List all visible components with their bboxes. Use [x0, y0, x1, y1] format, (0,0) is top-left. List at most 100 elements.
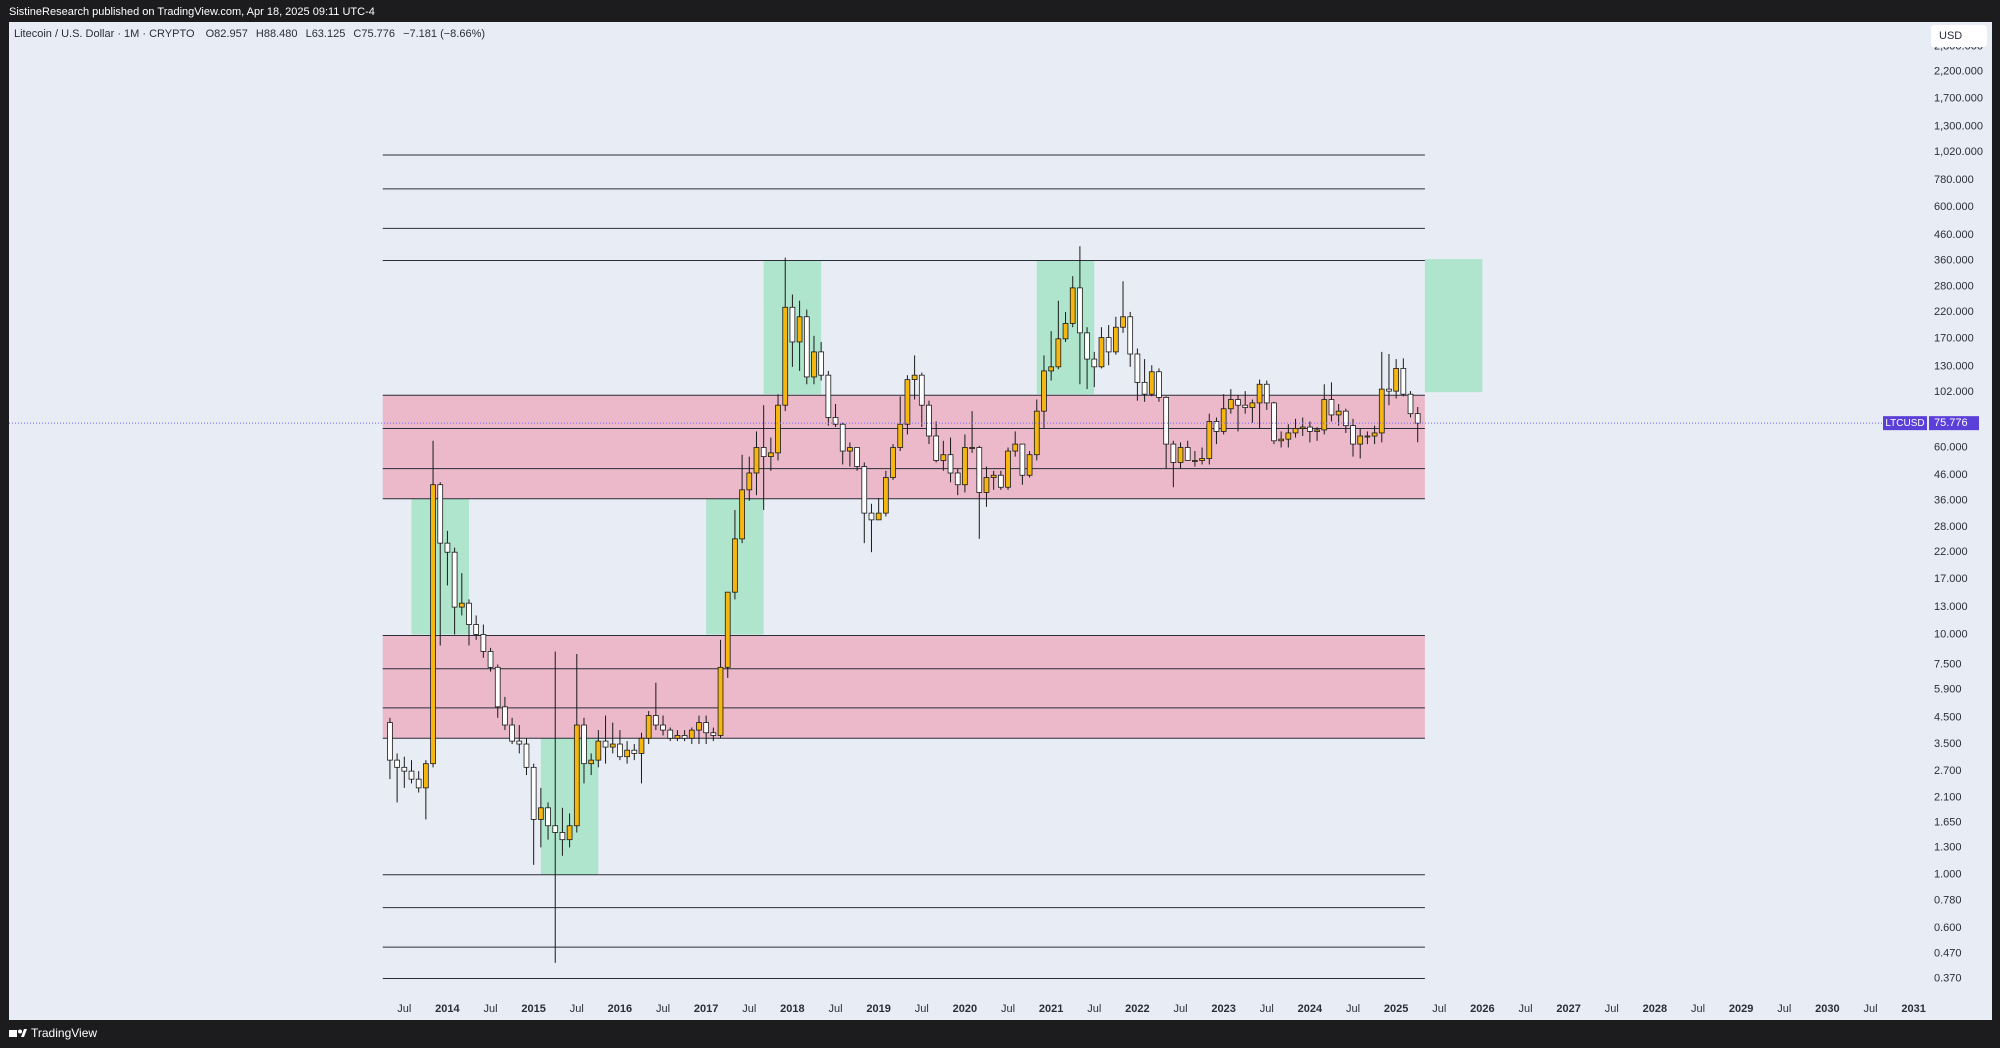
- candle-body: [1213, 421, 1220, 432]
- candle-body: [732, 538, 738, 593]
- candle-body: [509, 724, 515, 742]
- candle-body: [681, 735, 688, 739]
- candle-body: [617, 743, 623, 758]
- legend-value: 75.776: [361, 28, 395, 40]
- zone: [1424, 259, 1483, 393]
- candle-body: [969, 447, 975, 449]
- candle-body: [1220, 408, 1227, 432]
- candle-body: [1163, 396, 1169, 445]
- last-price-badge: [1929, 416, 1979, 431]
- candle-body: [918, 374, 925, 406]
- candle-body: [717, 666, 724, 736]
- candle-body: [1048, 366, 1054, 372]
- candle-body: [703, 722, 710, 734]
- x-tick-label: Jul: [1087, 1003, 1101, 1015]
- y-tick-label: 2.100: [1934, 791, 1962, 803]
- candle-body: [746, 472, 753, 491]
- candle-body: [861, 466, 868, 514]
- candle-body: [458, 602, 465, 608]
- candle-body: [415, 778, 422, 789]
- candle-body: [1285, 432, 1292, 440]
- candle-body: [976, 447, 983, 493]
- candle-body: [875, 512, 882, 521]
- y-tick-label: 36.000: [1934, 495, 1968, 507]
- candle-body: [962, 447, 968, 486]
- chart-background: [9, 22, 1992, 1020]
- candle-body: [430, 484, 436, 765]
- candle-body: [832, 417, 839, 425]
- candle-body: [1005, 450, 1011, 488]
- legend-value: 88.480: [264, 28, 298, 40]
- candle-body: [1148, 371, 1155, 395]
- y-tick-label: 280.000: [1934, 281, 1974, 293]
- publisher-line: SistineResearch published on TradingView…: [9, 6, 375, 18]
- x-tick-label: Jul: [1691, 1003, 1705, 1015]
- y-tick-label: 0.780: [1934, 895, 1962, 907]
- candle-body: [1249, 402, 1256, 408]
- candle-body: [1314, 429, 1320, 432]
- x-tick-label: Jul: [484, 1003, 498, 1015]
- x-tick-label: 2027: [1556, 1003, 1580, 1015]
- candle-body: [1192, 460, 1198, 462]
- y-tick-label: 780.000: [1934, 174, 1974, 186]
- candle-body: [1342, 410, 1349, 427]
- candle-body: [1112, 326, 1119, 353]
- x-tick-label: 2017: [694, 1003, 718, 1015]
- y-tick-label: 13.000: [1934, 601, 1968, 613]
- y-tick-label: 22.000: [1934, 546, 1968, 558]
- x-tick-label: 2014: [435, 1003, 460, 1015]
- x-tick-label: 2031: [1901, 1003, 1925, 1015]
- candle-body: [1271, 402, 1277, 442]
- candle-body: [559, 832, 566, 841]
- candle-body: [401, 766, 408, 772]
- candle-body: [1206, 421, 1213, 459]
- candle-body: [624, 749, 630, 758]
- candle-body: [667, 729, 674, 739]
- candle-body: [710, 732, 717, 736]
- candle-body: [1019, 443, 1026, 476]
- x-tick-label: Jul: [1605, 1003, 1619, 1015]
- x-tick-label: Jul: [829, 1003, 843, 1015]
- x-tick-label: 2021: [1039, 1003, 1063, 1015]
- candle-body: [502, 706, 508, 726]
- candle-body: [408, 770, 415, 780]
- legend-value: 63.125: [312, 28, 346, 40]
- y-tick-label: 4.500: [1934, 712, 1962, 724]
- x-tick-label: Jul: [570, 1003, 584, 1015]
- candle-body: [523, 743, 530, 768]
- candle-body: [573, 724, 580, 827]
- candle-body: [997, 474, 1004, 488]
- candle-body: [818, 351, 825, 376]
- y-tick-label: 220.000: [1934, 306, 1974, 318]
- candle-body: [847, 447, 853, 452]
- candle-body: [1371, 432, 1378, 437]
- candle-body: [688, 729, 695, 739]
- candle-body: [983, 477, 990, 493]
- candle-body: [653, 715, 659, 726]
- candle-body: [1335, 410, 1342, 416]
- candle-body: [1084, 332, 1090, 360]
- candle-body: [760, 447, 767, 457]
- symbol-title: Litecoin / U.S. Dollar · 1M · CRYPTO: [14, 28, 195, 40]
- candle-body: [1055, 338, 1062, 368]
- candle-body: [545, 807, 551, 827]
- symbol-badge-label: LTCUSD: [1885, 418, 1924, 429]
- candle-body: [1105, 337, 1112, 353]
- candle-body: [1307, 426, 1313, 432]
- y-tick-label: 600.000: [1934, 201, 1974, 213]
- zone: [540, 738, 599, 875]
- x-tick-label: 2018: [780, 1003, 804, 1015]
- candle-body: [1299, 426, 1306, 429]
- y-tick-label: 17.000: [1934, 573, 1968, 585]
- candle-body: [674, 735, 681, 739]
- x-tick-label: Jul: [1001, 1003, 1015, 1015]
- legend-change: −7.181 (−8.66%): [403, 28, 485, 40]
- candle-body: [581, 724, 587, 765]
- candle-body: [1033, 410, 1040, 456]
- y-tick-label: 10.000: [1934, 628, 1968, 640]
- candle-body: [811, 351, 817, 378]
- y-tick-label: 28.000: [1934, 521, 1968, 533]
- legend-prefix: L: [306, 28, 312, 40]
- candle-body: [904, 379, 911, 425]
